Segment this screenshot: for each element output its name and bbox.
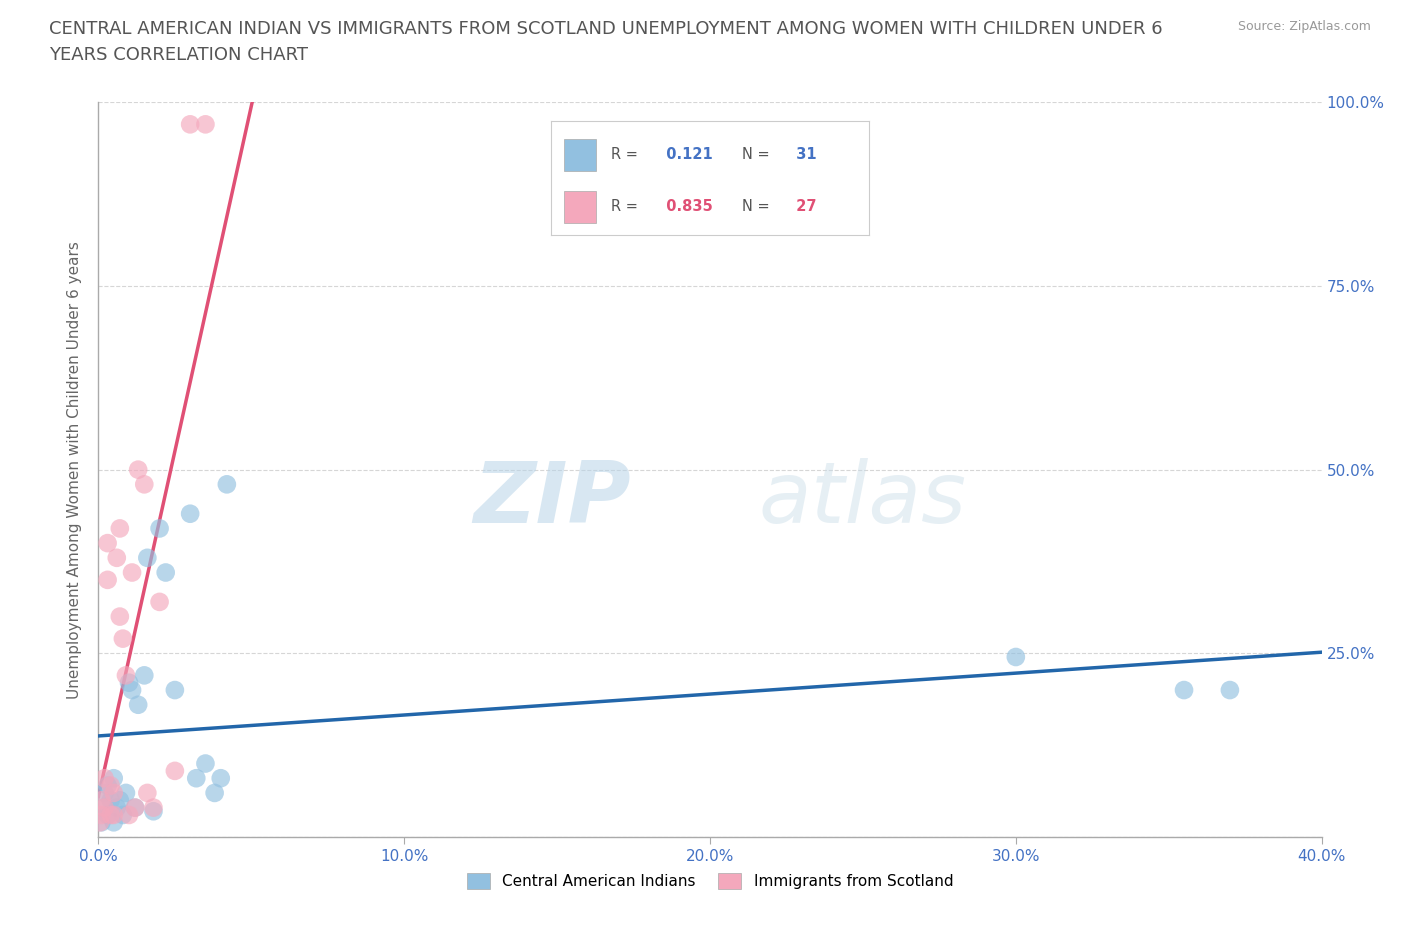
Point: [179, 506, 201, 521]
Point: [204, 786, 226, 801]
Point: [103, 807, 125, 822]
Point: [93, 786, 115, 801]
Point: [194, 117, 217, 132]
Point: [90, 815, 112, 830]
Point: [149, 594, 172, 609]
Point: [209, 771, 232, 786]
Point: [163, 764, 186, 778]
Point: [108, 609, 131, 624]
Point: [93, 800, 115, 815]
Point: [105, 800, 128, 815]
Point: [97, 573, 120, 588]
Point: [118, 807, 141, 822]
Point: [100, 778, 122, 793]
Point: [103, 786, 125, 801]
Text: ZIP: ZIP: [472, 458, 630, 540]
Point: [149, 521, 172, 536]
Point: [121, 683, 143, 698]
Point: [108, 792, 131, 807]
Y-axis label: Unemployment Among Women with Children Under 6 years: Unemployment Among Women with Children U…: [67, 241, 83, 698]
Point: [1173, 683, 1195, 698]
Point: [179, 117, 201, 132]
Point: [1004, 649, 1026, 664]
Point: [103, 771, 125, 786]
Point: [127, 462, 149, 477]
Point: [124, 800, 146, 815]
Point: [136, 551, 159, 565]
Text: CENTRAL AMERICAN INDIAN VS IMMIGRANTS FROM SCOTLAND UNEMPLOYMENT AMONG WOMEN WIT: CENTRAL AMERICAN INDIAN VS IMMIGRANTS FR…: [49, 20, 1163, 38]
Point: [93, 800, 115, 815]
Point: [127, 698, 149, 712]
Text: Source: ZipAtlas.com: Source: ZipAtlas.com: [1237, 20, 1371, 33]
Point: [97, 778, 120, 793]
Point: [124, 800, 146, 815]
Point: [121, 565, 143, 580]
Text: atlas: atlas: [759, 458, 967, 540]
Point: [186, 771, 208, 786]
Point: [215, 477, 238, 492]
Point: [97, 536, 120, 551]
Point: [89, 815, 111, 830]
Legend: Central American Indians, Immigrants from Scotland: Central American Indians, Immigrants fro…: [461, 868, 959, 896]
Point: [163, 683, 186, 698]
Point: [134, 668, 156, 683]
Point: [115, 668, 138, 683]
Point: [100, 792, 122, 807]
Point: [142, 804, 165, 818]
Point: [111, 807, 134, 822]
Point: [118, 675, 141, 690]
Point: [103, 815, 125, 830]
Point: [136, 786, 159, 801]
Point: [108, 521, 131, 536]
Point: [155, 565, 177, 580]
Point: [90, 807, 112, 822]
Point: [105, 551, 128, 565]
Point: [142, 800, 165, 815]
Text: YEARS CORRELATION CHART: YEARS CORRELATION CHART: [49, 46, 308, 64]
Point: [194, 756, 217, 771]
Point: [1219, 683, 1241, 698]
Point: [97, 807, 120, 822]
Point: [115, 786, 138, 801]
Point: [93, 771, 115, 786]
Point: [111, 631, 134, 646]
Point: [100, 807, 122, 822]
Point: [90, 792, 112, 807]
Point: [134, 477, 156, 492]
